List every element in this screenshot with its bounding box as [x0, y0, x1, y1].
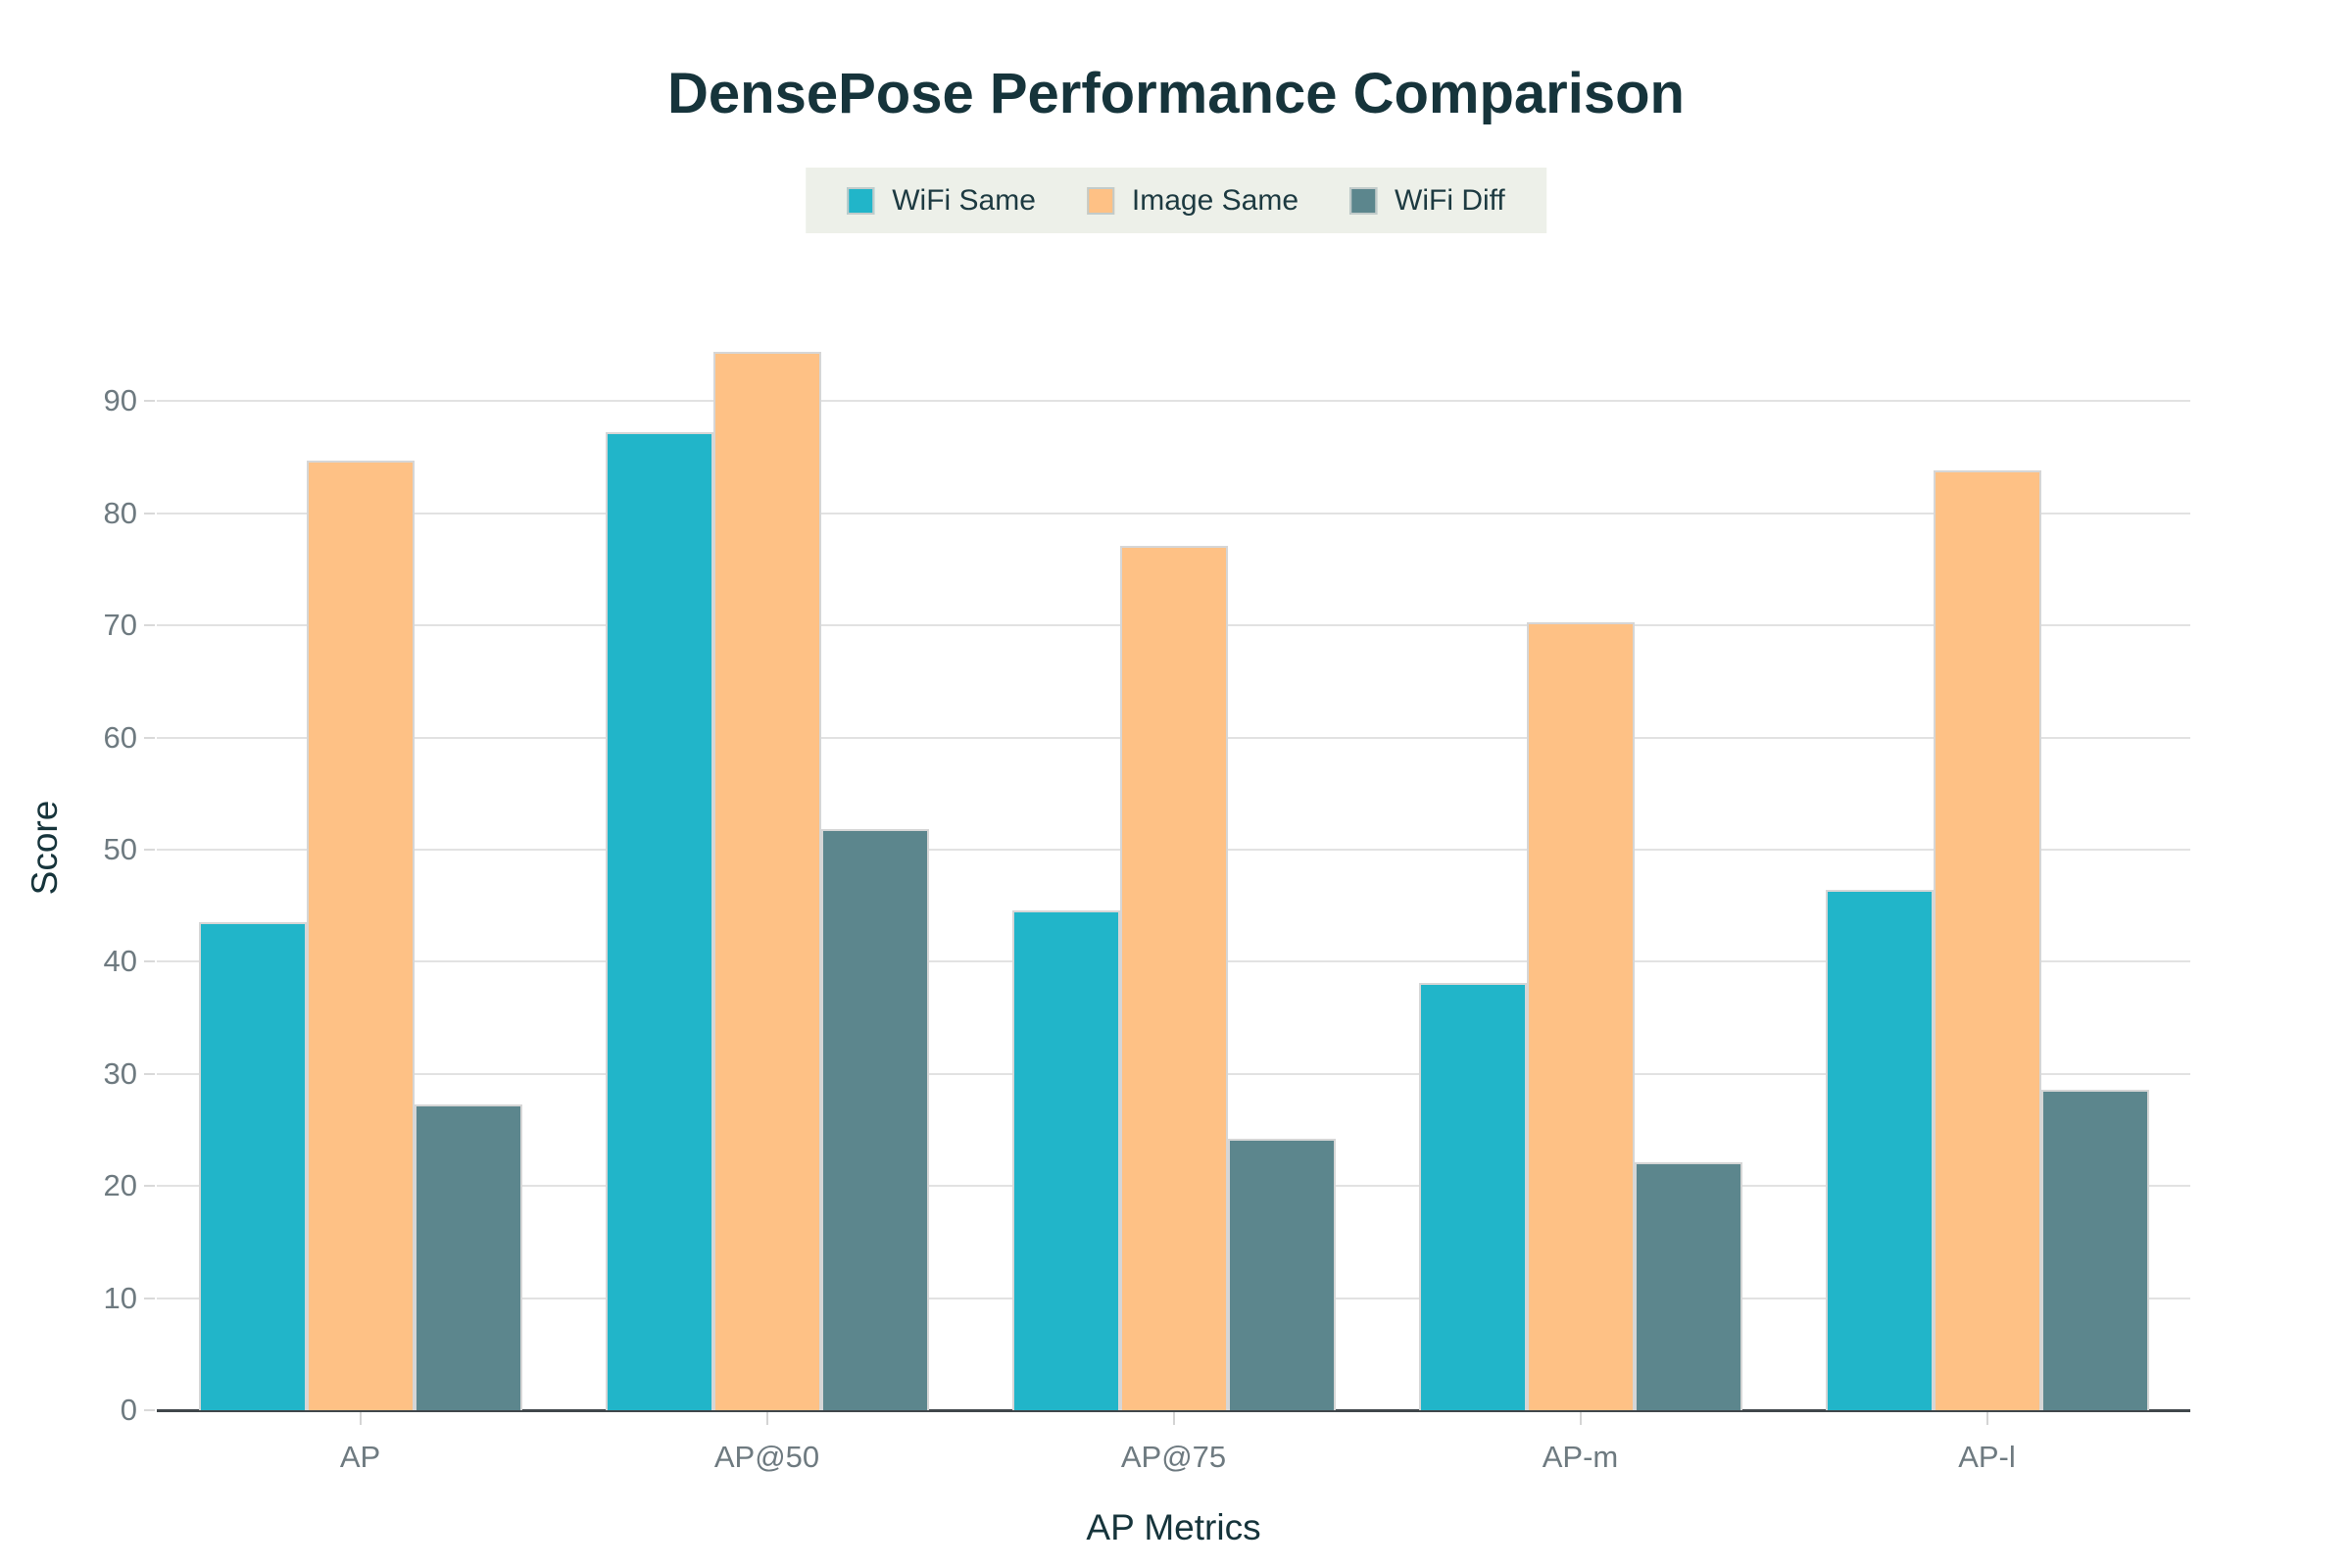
bar-image-same-ap@50: [712, 352, 821, 1410]
y-tick-label-40: 40: [103, 944, 137, 979]
x-tick-mark: [1985, 1412, 1988, 1425]
x-tick-mark: [1172, 1412, 1175, 1425]
y-tick-mark: [144, 400, 155, 403]
y-tick-mark: [144, 512, 155, 514]
bar-wifi-diff-ap@75: [1227, 1139, 1336, 1410]
legend-label: Image Same: [1131, 183, 1299, 217]
bar-wifi-diff-ap-l: [2040, 1089, 2149, 1410]
legend-swatch-icon: [1086, 186, 1114, 215]
y-tick-label-20: 20: [103, 1168, 137, 1203]
bar-wifi-same-ap@50: [605, 432, 713, 1410]
bar-image-same-ap-m: [1526, 621, 1635, 1410]
bar-wifi-same-ap: [198, 922, 307, 1410]
bar-wifi-diff-ap-m: [1634, 1162, 1742, 1410]
legend-item-image-same: Image Same: [1086, 183, 1299, 218]
x-axis-line: [157, 1409, 2190, 1412]
y-tick-label-70: 70: [103, 608, 137, 643]
bar-group-ap-l: [1784, 289, 2190, 1410]
bar-wifi-same-ap-l: [1825, 890, 1934, 1410]
x-tick-mark: [765, 1412, 768, 1425]
x-axis-title: AP Metrics: [1086, 1507, 1261, 1547]
legend-swatch-icon: [847, 186, 875, 215]
legend: WiFi Same Image Same WiFi Diff: [806, 168, 1546, 233]
x-tick-label-ap@50: AP@50: [713, 1440, 820, 1474]
bar-wifi-diff-ap@50: [820, 829, 929, 1410]
gridline-y-80: [157, 512, 2190, 514]
y-tick-label-80: 80: [103, 495, 137, 530]
bar-group-ap-m: [1377, 289, 1784, 1410]
y-tick-label-0: 0: [120, 1393, 137, 1427]
legend-item-wifi-diff: WiFi Diff: [1349, 184, 1505, 218]
bar-image-same-ap-l: [1933, 470, 2041, 1410]
y-tick-label-10: 10: [103, 1280, 137, 1315]
y-tick-label-60: 60: [103, 719, 137, 755]
y-tick-label-90: 90: [103, 383, 137, 418]
y-tick-label-30: 30: [103, 1055, 137, 1091]
bar-image-same-ap: [306, 461, 415, 1410]
x-tick-mark: [359, 1412, 362, 1425]
bar-group-ap@50: [564, 289, 970, 1410]
y-tick-mark: [144, 1409, 155, 1411]
bar-wifi-same-ap@75: [1011, 909, 1120, 1410]
bar-wifi-same-ap-m: [1418, 983, 1527, 1410]
x-tick-label-ap@75: AP@75: [1120, 1440, 1227, 1474]
bar-group-ap: [157, 289, 564, 1410]
x-tick-label-ap-l: AP-l: [1958, 1440, 2016, 1474]
y-tick-label-50: 50: [103, 832, 137, 866]
gridline-y-90: [157, 400, 2190, 403]
y-tick-mark: [144, 624, 155, 627]
y-tick-mark: [144, 1072, 155, 1075]
y-tick-mark: [144, 1297, 155, 1299]
y-tick-mark: [144, 960, 155, 963]
chart-title: DensePose Performance Comparison: [667, 62, 1685, 125]
legend-label: WiFi Diff: [1395, 183, 1505, 217]
bar-wifi-diff-ap: [414, 1103, 522, 1410]
y-tick-mark: [144, 736, 155, 739]
x-tick-label-ap-m: AP-m: [1542, 1440, 1619, 1474]
bar-group-ap@75: [970, 289, 1377, 1410]
bar-image-same-ap@75: [1119, 545, 1228, 1410]
x-tick-label-ap: AP: [339, 1440, 381, 1474]
y-tick-mark: [144, 849, 155, 851]
legend-item-wifi-same: WiFi Same: [847, 184, 1036, 218]
plot-area: 0 10 20 30 40 50 60 70 80 90 AP AP@50 AP@75 AP-m AP-l: [104, 289, 2190, 1474]
y-axis-title: Score: [24, 800, 65, 896]
legend-swatch-icon: [1349, 186, 1378, 215]
x-tick-mark: [1579, 1412, 1582, 1425]
legend-label: WiFi Same: [892, 183, 1036, 217]
y-tick-mark: [144, 1185, 155, 1188]
